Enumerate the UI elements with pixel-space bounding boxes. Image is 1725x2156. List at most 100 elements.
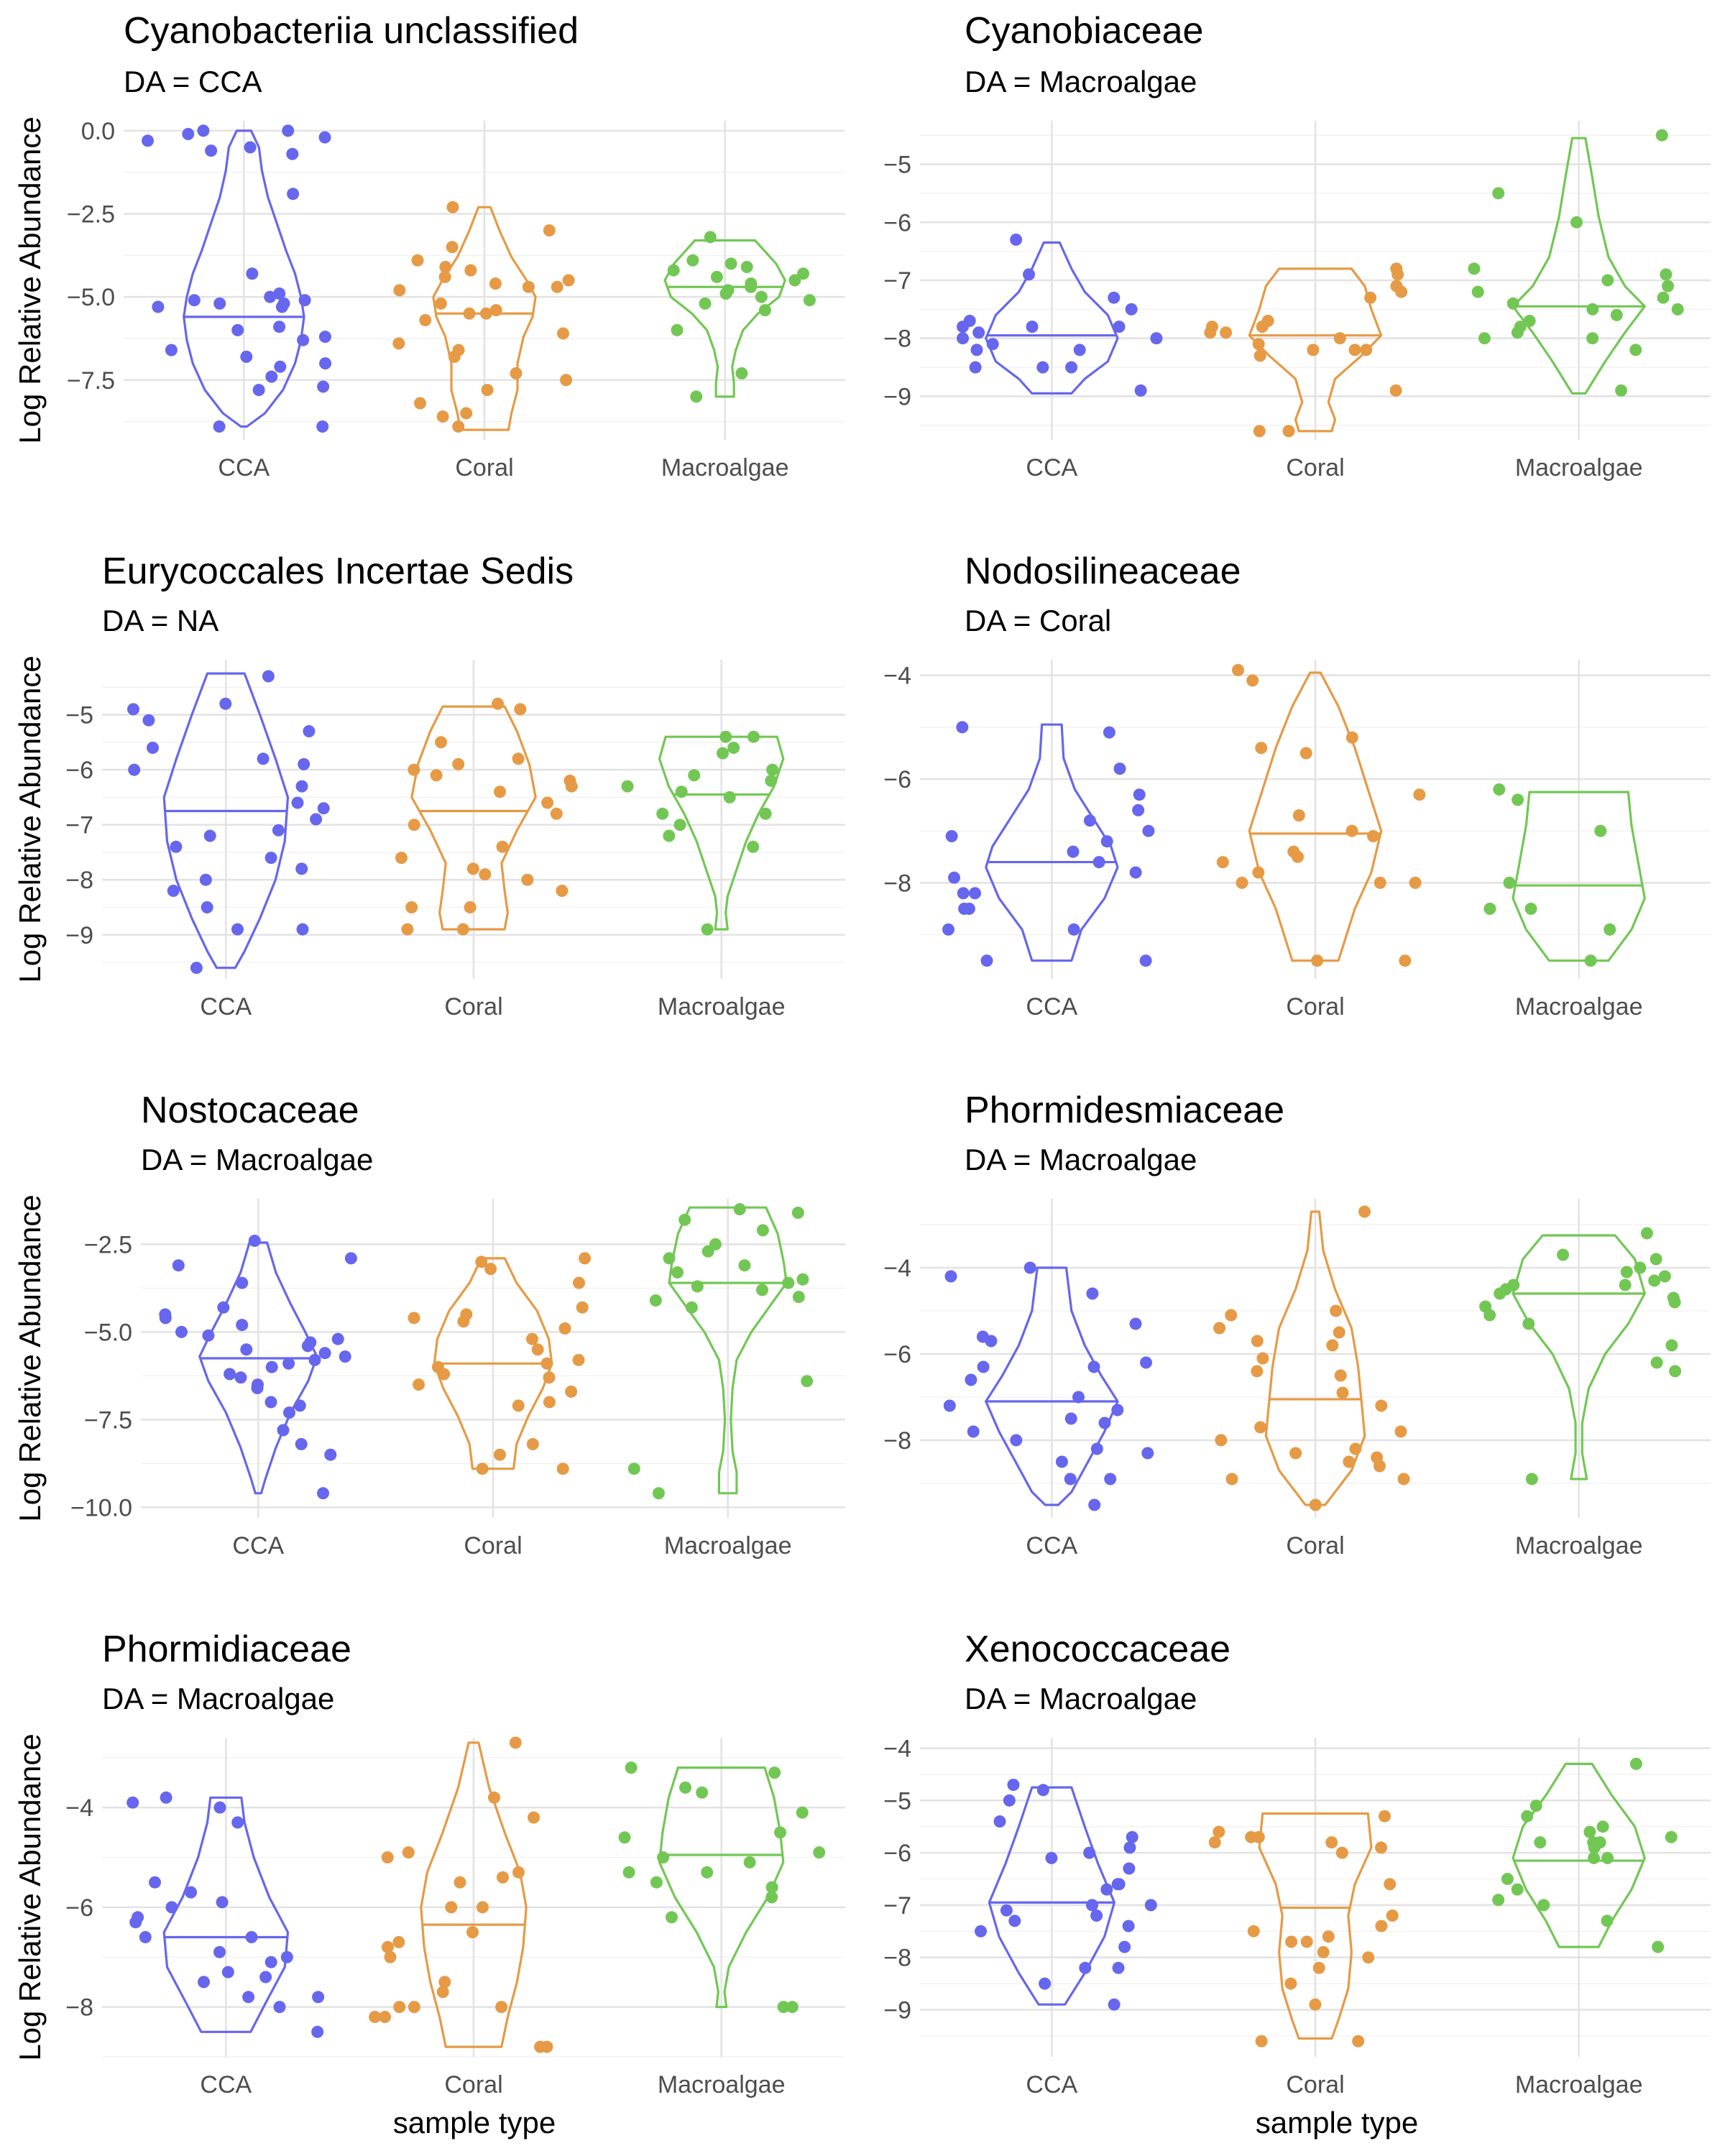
data-point-coral — [1343, 1455, 1356, 1468]
data-point-macroalgae — [1522, 1317, 1535, 1330]
data-point-cca — [312, 1991, 325, 2004]
data-point-macroalgae — [1657, 291, 1670, 304]
data-point-cca — [303, 725, 316, 737]
violin-coral — [1264, 1210, 1366, 1506]
data-point-macroalgae — [719, 730, 732, 743]
y-tick-label: −8 — [883, 870, 911, 897]
data-point-cca — [264, 1396, 277, 1409]
data-point-coral — [541, 796, 554, 809]
data-point-cca — [1111, 1404, 1124, 1416]
panel-title: Phormidiaceae — [102, 1628, 351, 1670]
x-tick-label: Coral — [1286, 993, 1344, 1021]
data-point-macroalgae — [1484, 903, 1496, 915]
data-point-macroalgae — [699, 297, 712, 310]
data-point-cca — [317, 380, 330, 393]
panel-title: Phormidesmiaceae — [965, 1089, 1284, 1131]
panel-subtitle: DA = Coral — [965, 604, 1111, 637]
data-point-cca — [1140, 1356, 1152, 1369]
data-point-coral — [494, 786, 506, 798]
data-point-coral — [1379, 1810, 1391, 1823]
data-point-macroalgae — [1492, 187, 1505, 200]
data-point-coral — [395, 852, 408, 865]
data-point-macroalgae — [710, 270, 723, 283]
x-tick-label: Macroalgae — [1515, 993, 1643, 1021]
data-point-cca — [975, 1925, 987, 1938]
data-point-macroalgae — [652, 1487, 665, 1500]
data-point-coral — [393, 2001, 406, 2014]
data-point-macroalgae — [792, 1291, 805, 1304]
data-point-coral — [1247, 1925, 1260, 1938]
data-point-cca — [149, 1876, 161, 1889]
violin-cca — [183, 129, 305, 428]
data-point-macroalgae — [1665, 1830, 1678, 1843]
data-point-coral — [430, 769, 443, 782]
x-tick-label: Macroalgae — [658, 2071, 786, 2099]
y-axis-title: Log Relative Abundance — [13, 1733, 47, 2060]
data-point-coral — [558, 1322, 571, 1335]
data-point-macroalgae — [1660, 268, 1673, 281]
data-point-cca — [1139, 954, 1152, 967]
data-point-coral — [560, 374, 573, 387]
data-point-cca — [217, 1301, 230, 1314]
violin-macroalgae — [658, 1766, 785, 2009]
data-point-coral — [512, 752, 525, 765]
data-point-macroalgae — [1601, 1915, 1614, 1927]
data-point-cca — [282, 124, 295, 137]
y-tick-label: −6 — [883, 1341, 911, 1368]
data-point-macroalgae — [774, 1826, 786, 1839]
data-point-cca — [273, 287, 286, 300]
data-point-cca — [245, 1931, 258, 1943]
x-tick-label: CCA — [200, 2071, 252, 2099]
data-point-coral — [522, 280, 535, 293]
data-point-macroalgae — [678, 1213, 691, 1226]
data-point-cca — [1008, 1915, 1021, 1927]
data-point-cca — [1067, 923, 1080, 936]
data-point-coral — [464, 901, 477, 913]
data-point-cca — [1150, 332, 1163, 345]
x-tick-label: Coral — [1286, 1532, 1344, 1560]
violin-cca — [162, 1796, 290, 2033]
data-point-coral — [565, 780, 578, 793]
data-point-coral — [1375, 1920, 1388, 1932]
data-point-coral — [540, 1357, 553, 1370]
data-point-coral — [510, 367, 523, 379]
data-point-coral — [419, 314, 432, 326]
data-point-macroalgae — [701, 923, 714, 936]
data-point-coral — [512, 1399, 525, 1412]
data-point-cca — [1141, 1447, 1154, 1460]
x-tick-label: Macroalgae — [661, 454, 789, 482]
data-point-macroalgae — [685, 1301, 698, 1314]
x-axis-title-left: sample type — [393, 2106, 556, 2139]
data-point-cca — [147, 742, 159, 754]
x-tick-label: Macroalgae — [658, 993, 786, 1021]
panel-3: −5 −6 −7 −8 −9 CCA Coral Macroalgae Eurycoccales… — [13, 550, 845, 1021]
violin-cca — [985, 1266, 1119, 1506]
data-point-cca — [318, 331, 331, 344]
x-tick-label: Coral — [444, 2071, 502, 2099]
data-point-cca — [319, 357, 332, 370]
y-tick-label: −5 — [883, 152, 911, 179]
data-point-cca — [286, 147, 299, 160]
data-point-coral — [1289, 1447, 1302, 1460]
data-point-coral — [489, 277, 502, 290]
panel-title: Cyanobacteriia unclassified — [124, 10, 579, 52]
panel-subtitle: DA = Macroalgae — [965, 65, 1197, 98]
data-point-cca — [1129, 866, 1142, 879]
x-tick-label: CCA — [1026, 2071, 1077, 2099]
data-point-coral — [492, 697, 504, 710]
data-point-coral — [392, 1935, 405, 1948]
data-point-cca — [252, 384, 265, 397]
data-point-coral — [1317, 1945, 1330, 1958]
data-point-macroalgae — [803, 294, 816, 307]
data-point-cca — [264, 852, 277, 865]
data-point-coral — [405, 901, 418, 913]
data-point-coral — [484, 1263, 497, 1276]
data-point-coral — [1285, 1935, 1298, 1948]
y-tick-label: −2.5 — [84, 1231, 132, 1258]
data-point-coral — [466, 862, 479, 875]
data-point-macroalgae — [701, 1866, 714, 1879]
data-point-coral — [1300, 747, 1312, 760]
data-point-cca — [175, 1325, 188, 1338]
data-point-macroalgae — [1506, 297, 1519, 310]
data-point-macroalgae — [1583, 1825, 1596, 1838]
